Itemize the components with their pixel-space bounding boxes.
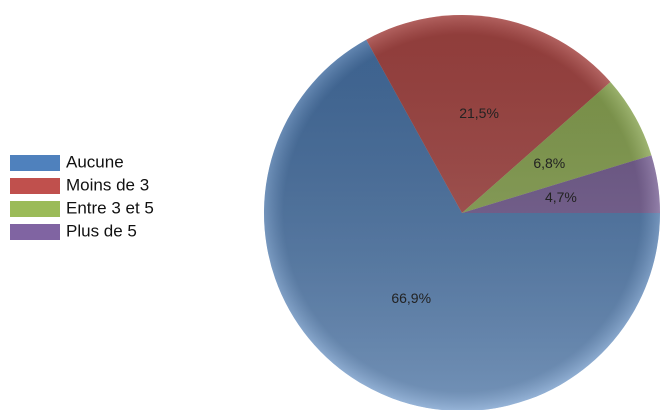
slice-label: 4,7% — [545, 189, 577, 205]
legend-swatch — [10, 224, 60, 240]
slice-label: 6,8% — [533, 155, 565, 171]
slice-label: 21,5% — [459, 105, 499, 121]
legend-label: Plus de 5 — [66, 221, 137, 240]
legend-label: Entre 3 et 5 — [66, 198, 154, 217]
slice-label: 66,9% — [391, 290, 431, 306]
legend-label: Aucune — [66, 152, 124, 171]
legend-swatch — [10, 201, 60, 217]
legend-swatch — [10, 178, 60, 194]
legend-swatch — [10, 155, 60, 171]
legend-label: Moins de 3 — [66, 175, 149, 194]
